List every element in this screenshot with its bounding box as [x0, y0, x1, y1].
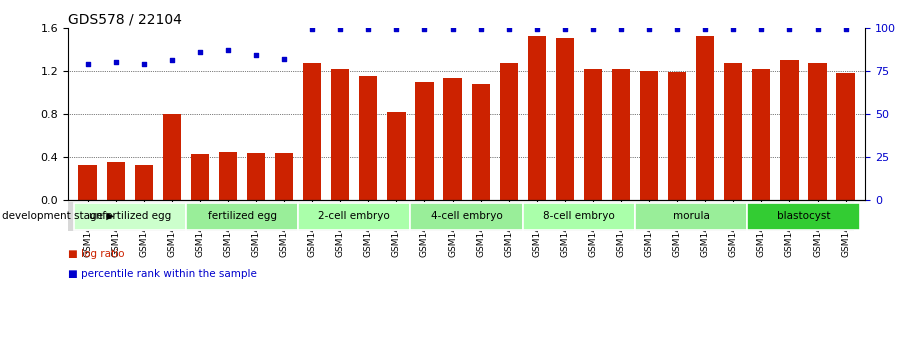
Bar — [191, 154, 209, 200]
Bar — [410, 203, 523, 230]
Bar — [163, 114, 181, 200]
Bar — [471, 84, 490, 200]
Text: unfertilized egg: unfertilized egg — [89, 211, 171, 221]
Point — [390, 27, 404, 32]
Bar — [583, 69, 602, 200]
Point — [305, 27, 320, 32]
Point — [81, 61, 95, 67]
Bar — [275, 152, 294, 200]
Bar — [73, 203, 186, 230]
Text: 2-cell embryo: 2-cell embryo — [318, 211, 390, 221]
Text: fertilized egg: fertilized egg — [207, 211, 276, 221]
Bar — [668, 72, 686, 200]
Point — [109, 59, 123, 65]
Bar — [186, 203, 298, 230]
Point — [782, 27, 796, 32]
Point — [446, 27, 460, 32]
Point — [165, 58, 179, 63]
Text: 8-cell embryo: 8-cell embryo — [543, 211, 615, 221]
Bar — [527, 36, 546, 200]
Bar — [79, 165, 97, 200]
Point — [333, 27, 348, 32]
Point — [473, 27, 487, 32]
Bar — [298, 203, 410, 230]
Bar — [836, 73, 854, 200]
Point — [249, 52, 264, 58]
Point — [361, 27, 376, 32]
Bar — [359, 76, 378, 200]
Bar — [387, 112, 406, 200]
Point — [670, 27, 684, 32]
Bar — [107, 162, 125, 200]
Bar — [415, 81, 434, 200]
Bar — [443, 78, 462, 200]
Bar — [612, 69, 630, 200]
Bar — [635, 203, 747, 230]
Bar — [752, 69, 770, 200]
Point — [418, 27, 432, 32]
Bar — [499, 63, 518, 200]
Point — [137, 61, 151, 67]
Point — [613, 27, 628, 32]
Bar — [247, 152, 265, 200]
Point — [529, 27, 544, 32]
Point — [193, 49, 207, 55]
Bar — [780, 60, 798, 200]
Text: ■ percentile rank within the sample: ■ percentile rank within the sample — [68, 269, 256, 279]
Text: ■ log ratio: ■ log ratio — [68, 249, 124, 259]
Point — [557, 27, 572, 32]
Text: blastocyst: blastocyst — [776, 211, 830, 221]
Bar — [808, 63, 826, 200]
Point — [698, 27, 712, 32]
Bar — [304, 63, 322, 200]
Point — [838, 27, 853, 32]
Text: 4-cell embryo: 4-cell embryo — [430, 211, 503, 221]
Bar — [135, 165, 153, 200]
Text: development stage ▶: development stage ▶ — [2, 211, 114, 221]
Bar — [724, 63, 742, 200]
Bar — [523, 203, 635, 230]
Bar — [640, 71, 658, 200]
Point — [277, 56, 292, 61]
Bar — [696, 36, 714, 200]
Point — [810, 27, 824, 32]
Point — [585, 27, 600, 32]
Bar — [747, 203, 860, 230]
Point — [501, 27, 516, 32]
Bar — [555, 38, 574, 200]
Point — [641, 27, 656, 32]
Bar — [331, 69, 350, 200]
Point — [726, 27, 740, 32]
Point — [754, 27, 768, 32]
Point — [221, 47, 236, 53]
Text: GDS578 / 22104: GDS578 / 22104 — [68, 12, 182, 27]
Text: morula: morula — [673, 211, 709, 221]
Bar — [219, 151, 237, 200]
